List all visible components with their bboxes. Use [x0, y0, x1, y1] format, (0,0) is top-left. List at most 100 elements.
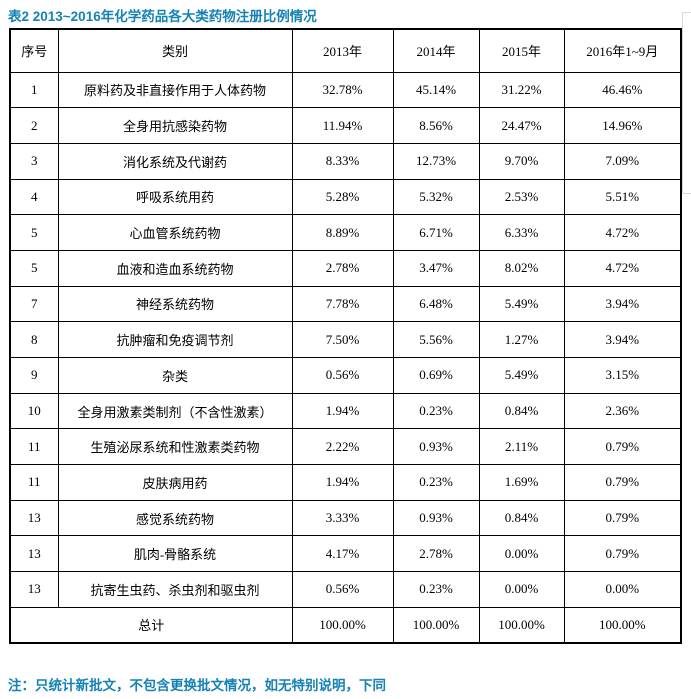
- header-cell-2015: 2015年: [478, 28, 565, 73]
- percent-2016-cell: 0.79%: [563, 535, 682, 573]
- percent-2013-cell: 0.56%: [291, 357, 394, 394]
- percent-2014-cell: 45.14%: [392, 71, 480, 109]
- row-number-cell: 11: [9, 464, 59, 501]
- percent-2015-cell: 1.27%: [478, 321, 565, 358]
- table-row: 5 血液和造血系统药物 2.78% 3.47% 8.02% 4.72%: [9, 249, 682, 287]
- percent-2015-cell: 8.02%: [478, 249, 565, 287]
- percent-2016-cell: 100.00%: [563, 606, 682, 644]
- percent-2014-cell: 0.93%: [392, 428, 480, 466]
- percent-2015-cell: 0.00%: [478, 571, 565, 608]
- percent-2013-cell: 2.78%: [291, 249, 394, 287]
- percent-2013-cell: 100.00%: [291, 606, 394, 644]
- table-row: 13 感觉系统药物 3.33% 0.93% 0.84% 0.79%: [9, 499, 682, 537]
- category-cell: 抗寄生虫药、杀虫剂和驱虫剂: [57, 571, 293, 608]
- table-row: 1 原料药及非直接作用于人体药物 32.78% 45.14% 31.22% 46.46%: [9, 71, 682, 109]
- percent-2013-cell: 11.94%: [291, 107, 394, 144]
- percent-2015-cell: 9.70%: [478, 142, 565, 180]
- table-title: 表2 2013~2016年化学药品各大类药物注册比例情况: [8, 9, 317, 24]
- percent-2015-cell: 100.00%: [478, 606, 565, 644]
- percent-2016-cell: 3.94%: [563, 285, 682, 323]
- row-number-cell: 4: [9, 178, 59, 216]
- table-body: 1 原料药及非直接作用于人体药物 32.78% 45.14% 31.22% 46.46% 2…: [9, 71, 682, 644]
- percent-2014-cell: 0.69%: [392, 357, 480, 394]
- percent-2014-cell: 6.71%: [392, 214, 480, 251]
- percent-2015-cell: 31.22%: [478, 71, 565, 109]
- percent-2016-cell: 5.51%: [563, 178, 682, 216]
- percent-2014-cell: 5.32%: [392, 178, 480, 216]
- row-number-cell: 9: [9, 357, 59, 394]
- percent-2015-cell: 2.53%: [478, 178, 565, 216]
- percent-2014-cell: 8.56%: [392, 107, 480, 144]
- table-row: 7 神经系统药物 7.78% 6.48% 5.49% 3.94%: [9, 285, 682, 323]
- percent-2013-cell: 2.22%: [291, 428, 394, 466]
- adjacent-panel-edge: [682, 12, 691, 194]
- row-number-cell: 13: [9, 499, 59, 537]
- footnote: 注：只统计新批文，不包含更换批文情况，如无特别说明，下同: [8, 678, 386, 693]
- table-row: 11 皮肤病用药 1.94% 0.23% 1.69% 0.79%: [9, 464, 682, 501]
- percent-2016-cell: 0.79%: [563, 464, 682, 501]
- percent-2014-cell: 12.73%: [392, 142, 480, 180]
- percent-2013-cell: 0.56%: [291, 571, 394, 608]
- percent-2015-cell: 0.00%: [478, 535, 565, 573]
- percent-2013-cell: 1.94%: [291, 464, 394, 501]
- percent-2013-cell: 3.33%: [291, 499, 394, 537]
- percent-2016-cell: 0.79%: [563, 428, 682, 466]
- percent-2015-cell: 2.11%: [478, 428, 565, 466]
- table-row: 9 杂类 0.56% 0.69% 5.49% 3.15%: [9, 357, 682, 394]
- header-cell-2013: 2013年: [291, 28, 394, 73]
- percent-2013-cell: 4.17%: [291, 535, 394, 573]
- category-cell: 杂类: [57, 357, 293, 394]
- table-row: 13 抗寄生虫药、杀虫剂和驱虫剂 0.56% 0.23% 0.00% 0.00%: [9, 571, 682, 608]
- percent-2015-cell: 6.33%: [478, 214, 565, 251]
- percent-2015-cell: 5.49%: [478, 285, 565, 323]
- percent-2015-cell: 0.84%: [478, 392, 565, 430]
- header-cell-2014: 2014年: [392, 28, 480, 73]
- row-number-cell: 5: [9, 249, 59, 287]
- header-cell-no: 序号: [9, 28, 59, 73]
- table-row: 10 全身用激素类制剂（不含性激素） 1.94% 0.23% 0.84% 2.36%: [9, 392, 682, 430]
- category-cell: 心血管系统药物: [57, 214, 293, 251]
- row-number-cell: 3: [9, 142, 59, 180]
- table-row: 3 消化系统及代谢药 8.33% 12.73% 9.70% 7.09%: [9, 142, 682, 180]
- percent-2015-cell: 0.84%: [478, 499, 565, 537]
- percent-2014-cell: 0.93%: [392, 499, 480, 537]
- table-row: 13 肌肉-骨骼系统 4.17% 2.78% 0.00% 0.79%: [9, 535, 682, 573]
- header-cell-2016: 2016年1~9月: [563, 28, 682, 73]
- category-cell: 原料药及非直接作用于人体药物: [57, 71, 293, 109]
- percent-2013-cell: 7.78%: [291, 285, 394, 323]
- percent-2014-cell: 100.00%: [392, 606, 480, 644]
- percent-2013-cell: 5.28%: [291, 178, 394, 216]
- table-row: 2 全身用抗感染药物 11.94% 8.56% 24.47% 14.96%: [9, 107, 682, 144]
- category-cell: 肌肉-骨骼系统: [57, 535, 293, 573]
- total-row: 总计 100.00% 100.00% 100.00% 100.00%: [9, 606, 682, 644]
- percent-2016-cell: 0.00%: [563, 571, 682, 608]
- category-cell: 呼吸系统用药: [57, 178, 293, 216]
- drug-registration-table: 序号 类别 2013年 2014年 2015年 2016年1~9月 1 原料药及非…: [9, 28, 682, 644]
- percent-2016-cell: 3.94%: [563, 321, 682, 358]
- percent-2016-cell: 0.79%: [563, 499, 682, 537]
- percent-2014-cell: 0.23%: [392, 571, 480, 608]
- row-number-cell: 2: [9, 107, 59, 144]
- percent-2013-cell: 1.94%: [291, 392, 394, 430]
- row-number-cell: 13: [9, 571, 59, 608]
- category-cell: 全身用激素类制剂（不含性激素）: [57, 392, 293, 430]
- percent-2015-cell: 5.49%: [478, 357, 565, 394]
- category-cell: 抗肿瘤和免疫调节剂: [57, 321, 293, 358]
- table-row: 4 呼吸系统用药 5.28% 5.32% 2.53% 5.51%: [9, 178, 682, 216]
- row-number-cell: 13: [9, 535, 59, 573]
- percent-2013-cell: 8.33%: [291, 142, 394, 180]
- percent-2015-cell: 24.47%: [478, 107, 565, 144]
- total-label-cell: 总计: [9, 606, 293, 644]
- row-number-cell: 11: [9, 428, 59, 466]
- row-number-cell: 8: [9, 321, 59, 358]
- header-row: 序号 类别 2013年 2014年 2015年 2016年1~9月: [9, 28, 682, 73]
- table-row: 5 心血管系统药物 8.89% 6.71% 6.33% 4.72%: [9, 214, 682, 251]
- category-cell: 全身用抗感染药物: [57, 107, 293, 144]
- row-number-cell: 10: [9, 392, 59, 430]
- percent-2016-cell: 4.72%: [563, 249, 682, 287]
- row-number-cell: 1: [9, 71, 59, 109]
- percent-2014-cell: 3.47%: [392, 249, 480, 287]
- percent-2014-cell: 0.23%: [392, 392, 480, 430]
- category-cell: 皮肤病用药: [57, 464, 293, 501]
